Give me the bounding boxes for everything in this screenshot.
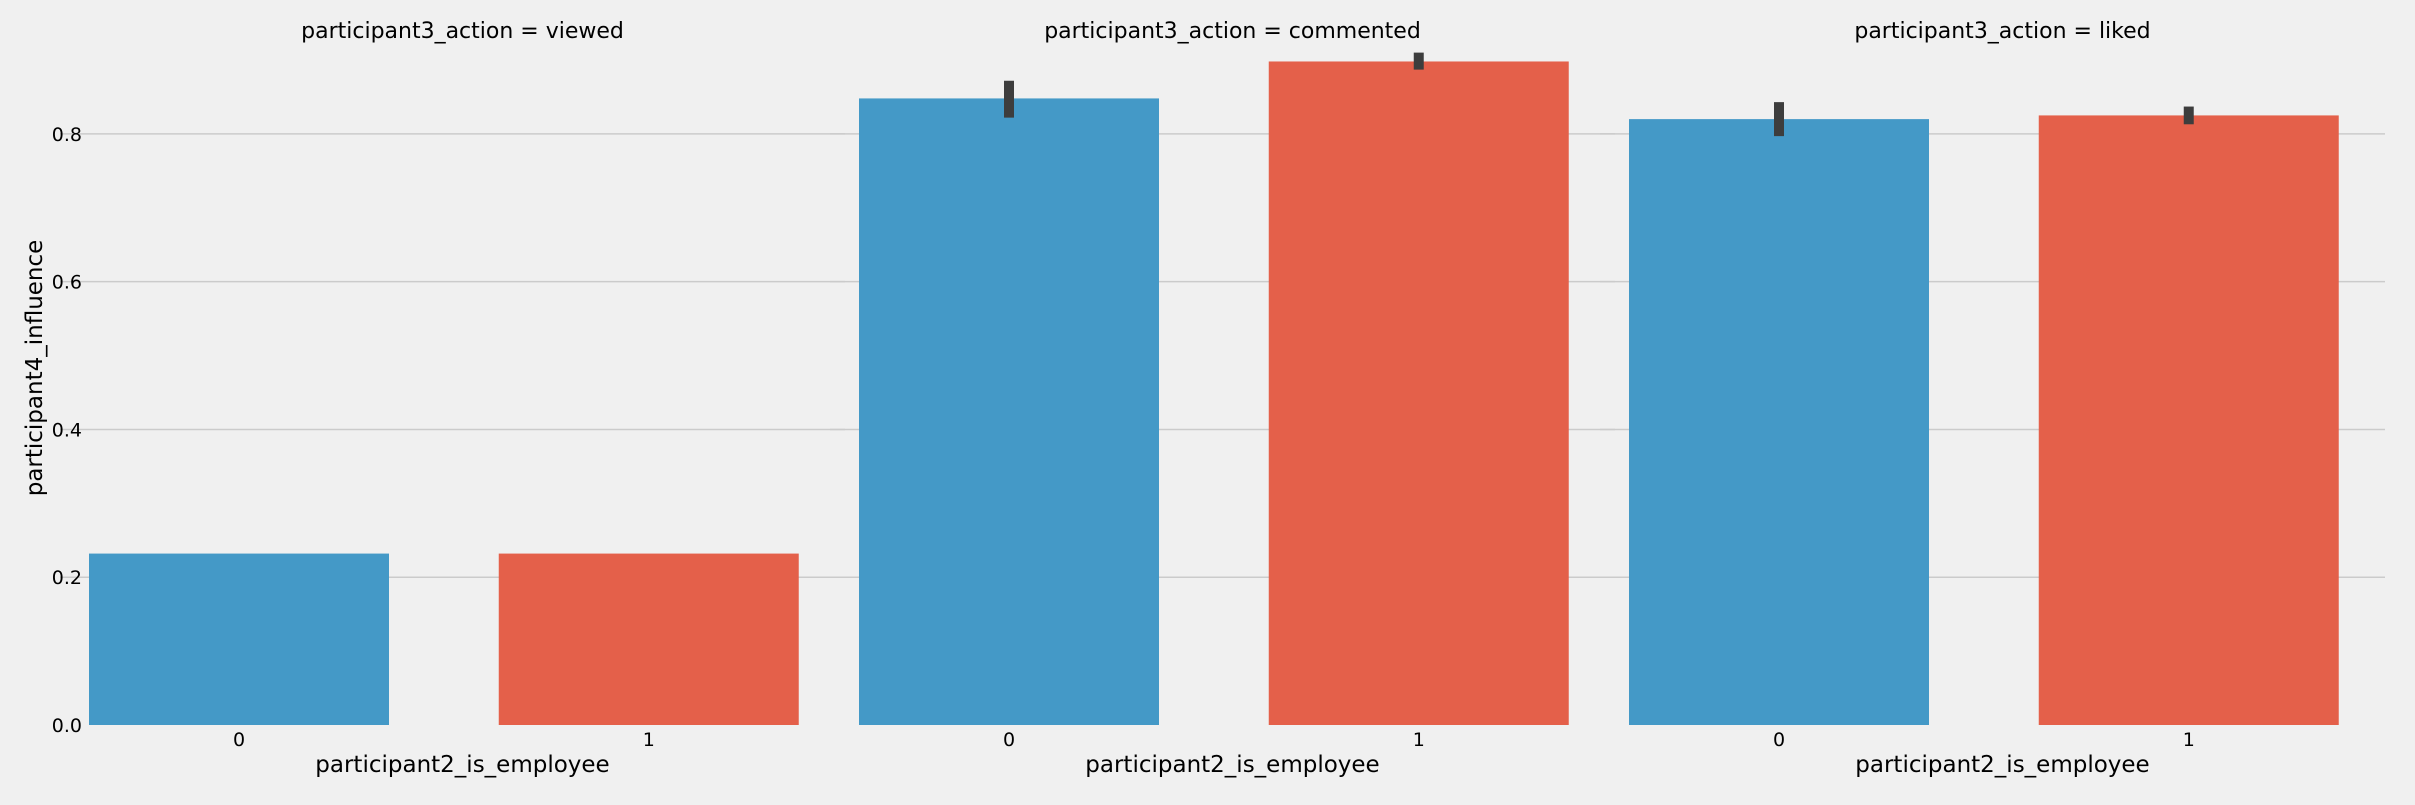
x-tick-label: 1 (2183, 729, 2195, 751)
bar (89, 553, 389, 725)
x-axis-label: participant2_is_employee (1855, 752, 2149, 778)
bar (2038, 115, 2339, 725)
facet-2: participant3_action = liked 0 1 participant… (1600, 19, 2385, 778)
x-tick-label: 0 (233, 729, 245, 751)
bar (1268, 61, 1569, 725)
facet-1: participant3_action = commented 0 1 partici… (830, 19, 1615, 778)
y-tick-label: 0.8 (52, 124, 82, 146)
y-tick-label: 0.0 (52, 715, 82, 737)
bar (1629, 119, 1929, 726)
y-tick-label: 0.2 (52, 567, 82, 589)
y-tick-label: 0.6 (52, 272, 82, 294)
facet-title: participant3_action = commented (1044, 19, 1421, 44)
x-axis-label: participant2_is_employee (1085, 752, 1379, 778)
x-axis-label: participant2_is_employee (315, 752, 609, 778)
x-tick-label: 0 (1003, 729, 1015, 751)
y-axis-label: participant4_influence (22, 240, 48, 497)
bar (498, 553, 799, 725)
x-tick-label: 1 (643, 729, 655, 751)
bar (859, 98, 1159, 725)
facet-title: participant3_action = liked (1854, 19, 2150, 44)
facet-0: participant3_action = viewed 0 1 participan… (60, 19, 845, 778)
y-tick-label: 0.4 (52, 419, 82, 441)
x-tick-label: 1 (1413, 729, 1425, 751)
facet-title: participant3_action = viewed (301, 19, 624, 44)
x-tick-label: 0 (1773, 729, 1785, 751)
